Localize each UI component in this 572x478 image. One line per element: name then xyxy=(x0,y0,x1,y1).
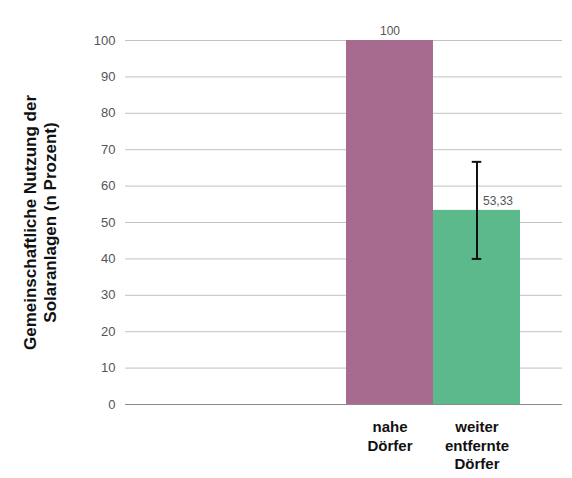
svg-text:80: 80 xyxy=(101,105,115,120)
svg-text:0: 0 xyxy=(108,397,115,412)
svg-text:50: 50 xyxy=(101,215,115,230)
svg-text:weiterentfernteDörfer: weiterentfernteDörfer xyxy=(445,418,509,473)
svg-text:40: 40 xyxy=(101,251,115,266)
svg-text:naheDörfer: naheDörfer xyxy=(367,418,412,454)
svg-text:90: 90 xyxy=(101,69,115,84)
svg-text:53,33: 53,33 xyxy=(483,194,513,208)
svg-text:20: 20 xyxy=(101,324,115,339)
svg-text:100: 100 xyxy=(94,33,116,48)
svg-text:100: 100 xyxy=(380,24,400,38)
svg-text:60: 60 xyxy=(101,178,115,193)
svg-text:10: 10 xyxy=(101,360,115,375)
svg-text:30: 30 xyxy=(101,287,115,302)
svg-text:70: 70 xyxy=(101,142,115,157)
svg-text:Gemeinschaftliche Nutzung derS: Gemeinschaftliche Nutzung derSolaranlage… xyxy=(21,95,60,350)
